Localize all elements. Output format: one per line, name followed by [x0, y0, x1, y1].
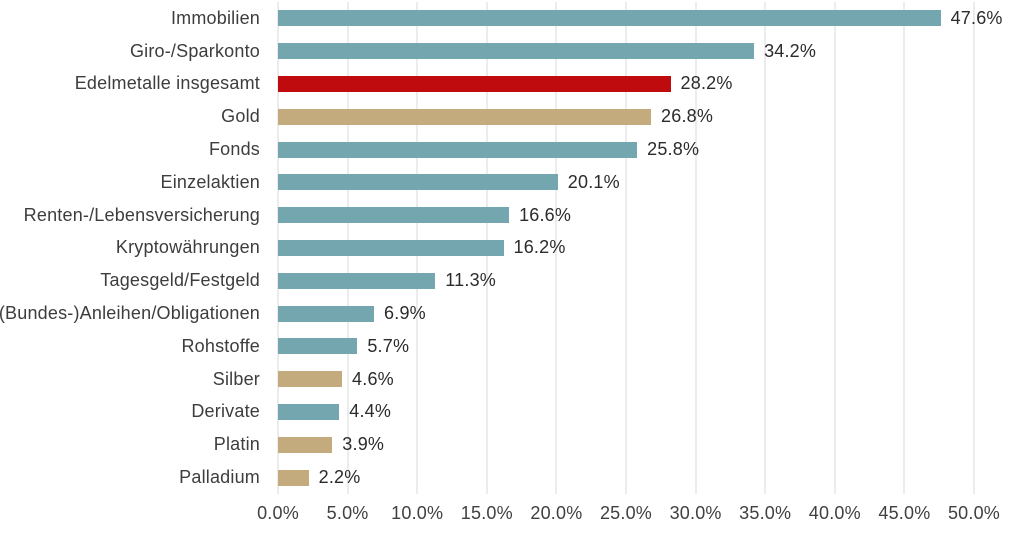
x-tick-label: 50.0%: [947, 503, 1001, 523]
bar-teal: [278, 403, 340, 420]
category-label: (Bundes-)Anleihen/Obligationen: [0, 303, 260, 324]
bar-teal: [278, 174, 558, 191]
chart-row: 47.6%: [278, 2, 1002, 35]
category-label: Immobilien: [170, 7, 260, 28]
x-tick-label: 5.0%: [326, 503, 369, 523]
value-label: 16.2%: [513, 237, 566, 258]
category-label: Platin: [213, 434, 260, 455]
value-label: 25.8%: [647, 139, 700, 160]
bar-tan: [278, 108, 652, 125]
x-axis: 0.0% 5.0% 10.0% 15.0% 20.0% 25.0% 30.0% 35.0% 40…: [0, 503, 1020, 529]
chart-row: 16.6%: [278, 199, 974, 232]
chart-row: 16.2%: [278, 232, 974, 265]
category-label: Silber: [212, 368, 260, 389]
gridline: [903, 2, 905, 494]
chart-row: 3.9%: [278, 428, 974, 461]
chart-row: 4.6%: [278, 363, 974, 396]
value-label: 34.2%: [764, 40, 817, 61]
value-label: 26.8%: [661, 106, 714, 127]
bar-tan: [278, 469, 309, 486]
category-label: Kryptowährungen: [115, 237, 260, 258]
category-label: Derivate: [191, 401, 260, 422]
x-tick-label: 45.0%: [878, 503, 931, 523]
chart-row: 20.1%: [278, 166, 974, 199]
x-tick-label: 10.0%: [391, 503, 444, 523]
category-label: Palladium: [179, 467, 260, 488]
chart-row: 4.4%: [278, 396, 974, 429]
bar-teal: [278, 239, 504, 256]
bar-teal: [278, 141, 638, 158]
gridline: [555, 2, 557, 494]
category-label: Renten-/Lebensversicherung: [23, 204, 260, 225]
value-label: 6.9%: [384, 303, 426, 324]
chart-row: 34.2%: [278, 35, 974, 68]
category-label: Edelmetalle insgesamt: [74, 73, 260, 94]
category-label: Einzelaktien: [160, 171, 260, 192]
bar-red: [278, 75, 671, 92]
category-label: Fonds: [208, 139, 260, 160]
value-label: 16.6%: [519, 204, 572, 225]
bar-tan: [278, 436, 333, 453]
x-tick-label: 0.0%: [257, 503, 299, 523]
gridline: [834, 2, 836, 494]
x-tick-label: 15.0%: [460, 503, 513, 523]
category-label: Tagesgeld/Festgeld: [100, 270, 260, 291]
chart-row: 28.2%: [278, 68, 974, 101]
x-tick-label: 20.0%: [530, 503, 583, 523]
chart-row: 2.2%: [278, 461, 974, 494]
value-label: 5.7%: [367, 335, 410, 356]
bar-teal: [278, 43, 755, 60]
category-label: Rohstoffe: [181, 335, 260, 356]
x-tick-label: 40.0%: [808, 503, 861, 523]
value-label: 2.2%: [318, 467, 361, 488]
bar-teal: [278, 305, 375, 322]
bar-teal: [278, 10, 941, 27]
gridline: [695, 2, 697, 494]
chart-row: 5.7%: [278, 330, 974, 363]
bar-tan: [278, 371, 343, 388]
value-label: 4.6%: [352, 368, 394, 389]
category-axis: Immobilien Giro-/Sparkonto Edelmetalle ins…: [0, 2, 260, 494]
category-label: Gold: [221, 106, 260, 127]
x-tick-label: 30.0%: [669, 503, 722, 523]
gridline: [625, 2, 627, 494]
bar-teal: [278, 338, 358, 355]
bar-rows: 47.6% 34.2% 28.2% 26.8% 25.8% 20.1% 16.6% 16.2%…: [278, 2, 1002, 494]
chart-row: 11.3%: [278, 264, 974, 297]
value-label: 4.4%: [349, 401, 392, 422]
x-tick-label: 25.0%: [599, 503, 653, 523]
x-tick-label: 35.0%: [739, 503, 792, 523]
gridline: [973, 2, 975, 494]
value-label: 47.6%: [950, 7, 1003, 28]
chart-row: 6.9%: [278, 297, 974, 330]
category-label: Giro-/Sparkonto: [129, 40, 260, 61]
chart-row: 26.8%: [278, 100, 974, 133]
bar-teal: [278, 207, 510, 224]
value-label: 11.3%: [445, 270, 496, 291]
bar-teal: [278, 272, 436, 289]
value-label: 20.1%: [567, 171, 620, 192]
chart-row: 25.8%: [278, 133, 974, 166]
value-label: 28.2%: [680, 73, 733, 94]
gridline: [764, 2, 766, 494]
value-label: 3.9%: [342, 434, 385, 455]
